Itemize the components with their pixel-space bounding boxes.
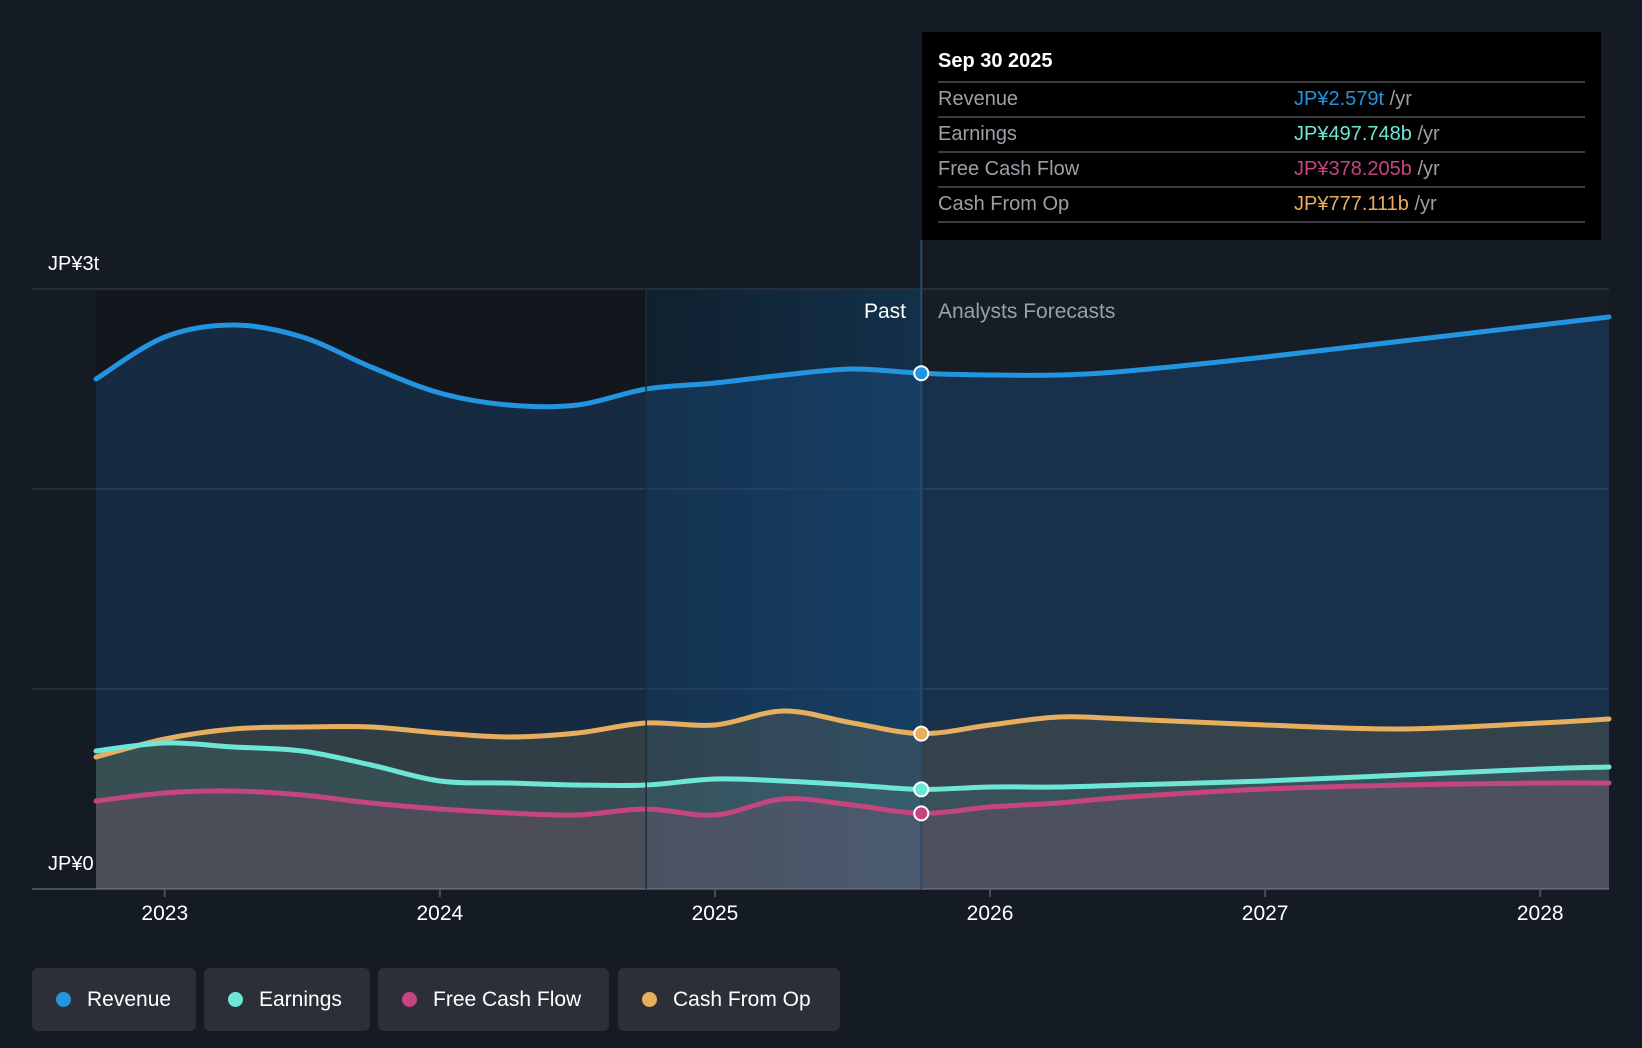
x-tick-label: 2027 xyxy=(1241,902,1289,925)
tooltip-value: JP¥2.579t xyxy=(1294,88,1385,110)
y-tick-label-top: JP¥3t xyxy=(48,253,100,275)
tooltip-row-revenue: Revenue JP¥2.579t /yr xyxy=(938,81,1585,117)
tooltip-unit: /yr xyxy=(1417,123,1440,145)
legend-label: Earnings xyxy=(259,987,342,1011)
tooltip: Sep 30 2025 Revenue JP¥2.579t /yr Earning… xyxy=(922,32,1601,240)
y-tick-label-zero: JP¥0 xyxy=(48,853,94,876)
forecast-label: Analysts Forecasts xyxy=(938,300,1116,323)
legend-free-cash-flow[interactable]: Free Cash Flow xyxy=(378,968,609,1031)
tooltip-label: Revenue xyxy=(938,88,1019,110)
legend-label: Revenue xyxy=(87,987,172,1011)
cfo-line xyxy=(93,708,1612,760)
tooltip-row-fcf: Free Cash Flow JP¥378.205b /yr xyxy=(938,151,1585,187)
earnings-marker[interactable] xyxy=(913,781,930,798)
revenue-area xyxy=(96,317,1609,889)
tooltip-row-cfo: Cash From Op JP¥777.111b /yr xyxy=(938,186,1585,222)
earnings-area xyxy=(96,742,1609,889)
cfo-marker[interactable] xyxy=(913,725,930,742)
past-label: Past xyxy=(863,300,906,323)
tooltip-unit: /yr xyxy=(1417,158,1440,180)
tooltip-unit: /yr xyxy=(1389,88,1412,110)
tooltip-value: JP¥497.748b xyxy=(1294,123,1412,145)
x-tick-label: 2024 xyxy=(416,902,464,925)
tooltip-row-earnings: Earnings JP¥497.748b /yr xyxy=(938,116,1585,152)
x-tick-label: 2026 xyxy=(966,902,1014,925)
tooltip-value: JP¥777.111b xyxy=(1294,193,1409,215)
past-region xyxy=(96,289,647,889)
tooltip-unit: /yr xyxy=(1414,193,1437,215)
tooltip-date: Sep 30 2025 xyxy=(938,50,1053,72)
x-tick-label: 2028 xyxy=(1516,902,1564,925)
tooltip-label: Free Cash Flow xyxy=(938,158,1080,180)
revenue-marker[interactable] xyxy=(913,365,930,382)
legend-earnings[interactable]: Earnings xyxy=(204,968,370,1031)
cfo-dot-icon xyxy=(642,992,657,1007)
legend-label: Free Cash Flow xyxy=(433,987,582,1011)
legend-label: Cash From Op xyxy=(673,987,811,1011)
fcf-area xyxy=(96,782,1609,889)
fcf-dot-icon xyxy=(402,992,417,1007)
legend-revenue[interactable]: Revenue xyxy=(32,968,196,1031)
tooltip-value: JP¥378.205b xyxy=(1294,158,1412,180)
earnings-dot-icon xyxy=(228,992,243,1007)
x-tick-label: 2023 xyxy=(141,902,189,925)
revenue-dot-icon xyxy=(56,992,71,1007)
tooltip-divider xyxy=(938,221,1585,223)
legend-cash-from-op[interactable]: Cash From Op xyxy=(618,968,840,1031)
tooltip-label: Earnings xyxy=(938,123,1017,145)
fcf-line xyxy=(93,780,1612,818)
fcf-marker[interactable] xyxy=(913,805,930,822)
plot-bg xyxy=(32,289,96,889)
tooltip-label: Cash From Op xyxy=(938,193,1070,215)
x-tick-label: 2025 xyxy=(691,902,739,925)
cfo-area xyxy=(96,710,1609,889)
earnings-line xyxy=(93,740,1612,792)
revenue-line xyxy=(93,314,1612,410)
